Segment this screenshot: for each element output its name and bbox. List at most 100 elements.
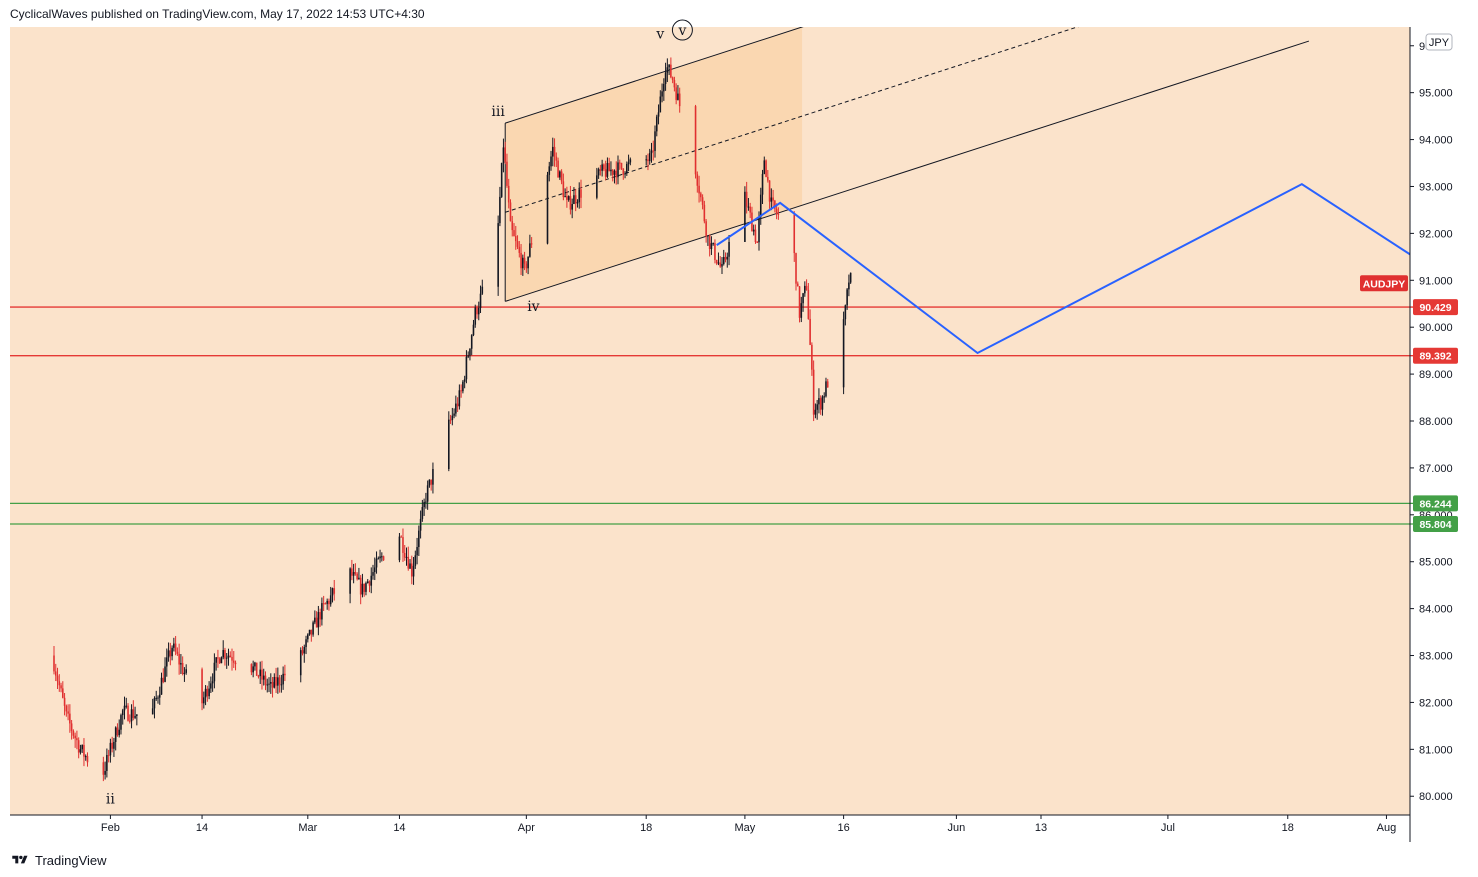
candle-body (398, 536, 401, 561)
price-tick-label: 91.000 (1419, 275, 1453, 287)
candle-body (747, 206, 750, 208)
candle-body (698, 185, 700, 194)
symbol-tag-label: AUDJPY (1363, 278, 1406, 290)
candle-body (507, 185, 510, 203)
time-tick-label: Apr (518, 822, 535, 834)
price-tick-label: 94.000 (1419, 135, 1453, 147)
candle-body (627, 162, 630, 164)
candle-body (756, 242, 759, 244)
horizontal-levels[interactable] (10, 306, 1422, 525)
price-tag-label: 89.392 (1419, 351, 1451, 363)
candle-body (463, 379, 466, 382)
candle-body (354, 572, 357, 574)
candle-body (324, 603, 327, 605)
candle-body (601, 164, 603, 171)
candle-body (772, 197, 774, 201)
projection-line[interactable] (716, 182, 1450, 355)
candle-body (562, 181, 565, 198)
candle-body (659, 96, 662, 113)
candle-body (811, 344, 813, 370)
tradingview-footer[interactable]: TradingView (10, 850, 107, 870)
candle-body (167, 650, 170, 658)
candle-body (322, 603, 325, 605)
candle-body (546, 174, 549, 244)
candle-body (844, 305, 847, 320)
candle-body (178, 653, 180, 665)
candle-body (86, 756, 89, 763)
candle-body (321, 603, 323, 620)
candle-body (373, 567, 376, 573)
candle-body (232, 660, 235, 663)
candle-body (717, 262, 720, 264)
candle-body (574, 195, 577, 204)
candle-body (328, 600, 330, 605)
candle-body (500, 163, 503, 197)
price-tick-label: 95.000 (1419, 88, 1453, 100)
channel-median-line[interactable] (505, 0, 1309, 213)
candle-body (169, 650, 172, 657)
candle-body (749, 206, 751, 213)
candle-body (171, 647, 173, 657)
candle-body (700, 193, 702, 198)
candle-body (509, 202, 512, 222)
candle-body (254, 662, 256, 667)
candle-body (548, 166, 551, 175)
candle-body (158, 694, 161, 698)
candle-body (317, 612, 320, 628)
candle-body (448, 419, 450, 470)
candle-body (497, 223, 499, 287)
candle-body (678, 93, 681, 107)
candle-body (326, 600, 328, 604)
candle-body (812, 369, 815, 415)
candle-body (425, 501, 427, 503)
parallel-channel[interactable] (504, 0, 1310, 302)
candle-body (655, 116, 658, 132)
time-axis[interactable]: Feb14Mar14Apr18May16Jun13Jul18Aug15 (10, 814, 1478, 838)
candle-body (180, 663, 182, 665)
candle-body (314, 617, 316, 623)
candle-body (102, 762, 105, 775)
time-axis-mask (1411, 818, 1431, 838)
candle-body (759, 194, 762, 218)
candle-body (206, 688, 209, 697)
candle-body (670, 64, 672, 78)
candle-body (174, 643, 177, 652)
candle-body (719, 262, 722, 267)
candle-body (481, 286, 484, 294)
candle-body (125, 705, 128, 707)
candle-body (409, 563, 411, 569)
channel-upper-line[interactable] (505, 0, 1309, 124)
wave-label-2: iv (527, 299, 539, 315)
currency-badge[interactable] (1425, 33, 1453, 51)
candle-body (65, 705, 68, 712)
price-tag-support-2 (1413, 516, 1458, 533)
candle-body (615, 170, 618, 178)
price-tick-label: 87.000 (1419, 463, 1453, 475)
price-tags: 90.429 89.392 86.244 85.804 AUDJPY (1360, 275, 1458, 533)
candle-body (329, 595, 332, 605)
candle-body (499, 196, 501, 224)
projection-path[interactable] (716, 182, 1450, 355)
candle-body (814, 409, 817, 415)
candle-body (407, 556, 410, 569)
candle-body (109, 742, 112, 756)
candle-body (758, 217, 760, 243)
candle-body (724, 257, 727, 260)
time-tick-label: 14 (196, 822, 208, 834)
candle-body (506, 161, 508, 186)
candle-body (381, 556, 383, 558)
candle-body (573, 195, 575, 205)
candle-body (467, 355, 469, 357)
wave-label-1: iii (491, 104, 505, 120)
price-tick-label: 92.000 (1419, 228, 1453, 240)
candle-body (805, 285, 808, 290)
candle-body (275, 676, 277, 686)
candle-body (432, 469, 434, 485)
time-tick-label: 16 (837, 822, 849, 834)
channel-lower-line[interactable] (505, 40, 1310, 302)
candle-body (127, 705, 129, 721)
candle-body (705, 221, 707, 237)
candle-body (218, 658, 221, 664)
